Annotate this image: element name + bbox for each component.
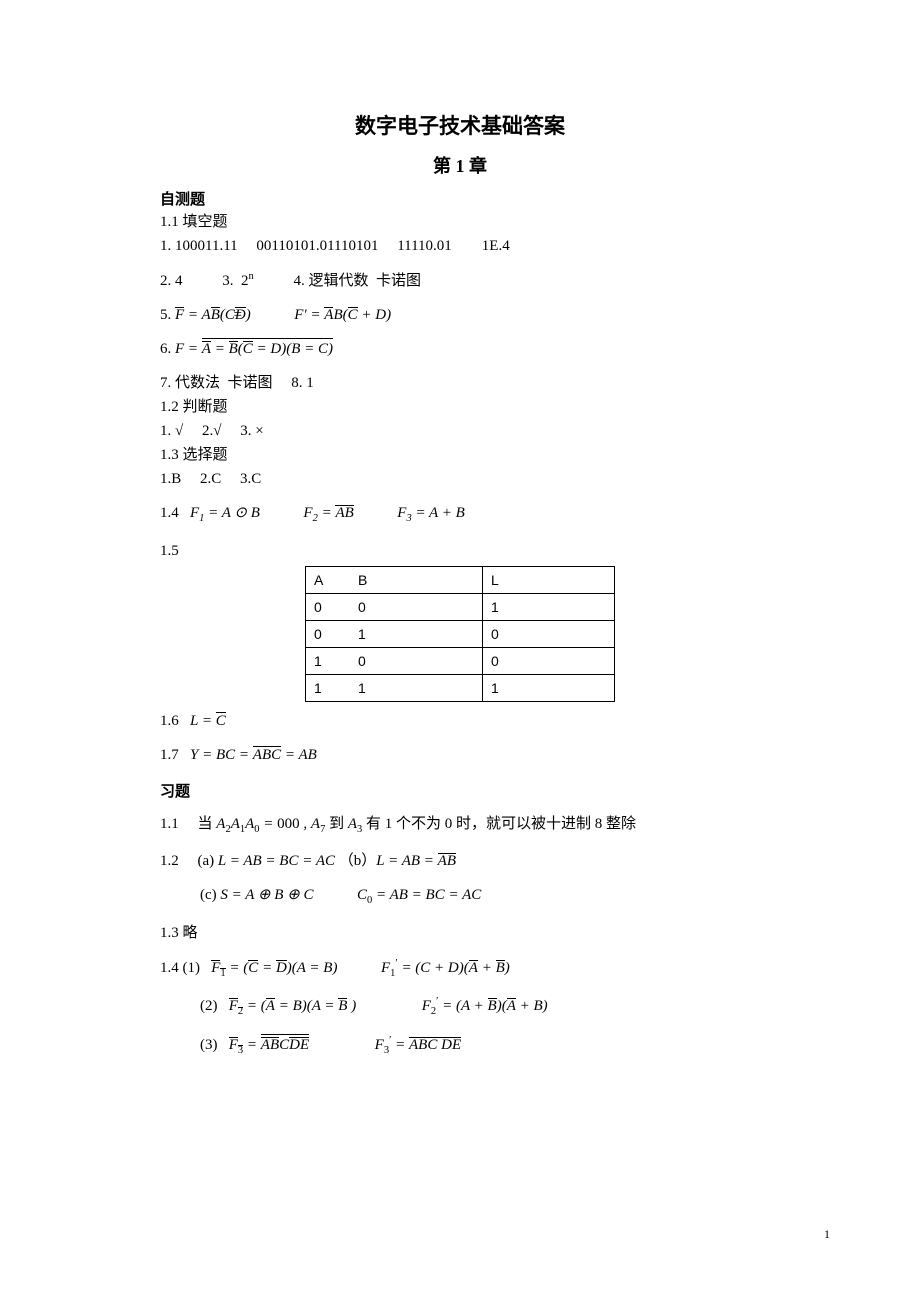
table-row: AB L	[306, 566, 615, 593]
s1-4: 1.4 F1 = A ⊙ B F2 = AB F3 = A + B	[160, 504, 760, 526]
q6-eq: =	[188, 341, 202, 357]
q6-a1: A	[202, 340, 211, 358]
q6-a4: C	[243, 340, 253, 358]
q5-r2c: C	[348, 306, 358, 324]
s1-1-q6: 6. F = A = B(C = D)(B = C)	[160, 340, 760, 358]
q2b-sup: n	[249, 271, 254, 282]
table-row: 010	[306, 620, 615, 647]
q6-lead: 6.	[160, 341, 175, 357]
page-number: 1	[824, 1227, 830, 1242]
q2c: 4. 逻辑代数 卡诺图	[294, 273, 422, 289]
s1-2-q: 1. √ 2.√ 3. ×	[160, 422, 760, 440]
s1-1-q5: 5. F = AB(C = D) F′ = AB(C + D)	[160, 306, 760, 324]
q5-r1a: A	[202, 307, 211, 323]
section-exercises: 习题	[160, 780, 760, 801]
e1-1: 1.1 当 A2A1A0 = 000 , A7 到 A3 有 1 个不为 0 时…	[160, 815, 760, 837]
s1-1-q7: 7. 代数法 卡诺图 8. 1	[160, 374, 760, 392]
truth-table: AB L 001 010 100 111	[305, 566, 615, 702]
q2a: 2. 4	[160, 273, 183, 289]
q6-a6: C)	[318, 341, 333, 357]
e1-4-3: (3) F3 = ABCDE F3′ = ABC DE	[160, 1035, 760, 1058]
q6-a2: B	[229, 340, 238, 358]
s1-4-lead: 1.4	[160, 505, 190, 521]
q6-a5: D)(B	[270, 341, 300, 357]
s1-7: 1.7 Y = BC = ABC = AB	[160, 746, 760, 764]
e1-4-2: (2) F2 = (A = B)(A = B ) F2′ = (A + B)(A…	[160, 996, 760, 1019]
q5-r1d: D	[235, 306, 246, 324]
q2b: 3. 2	[222, 273, 248, 289]
q5-r2a: A	[324, 306, 333, 324]
s1-1-q2: 2. 4 3. 2n 4. 逻辑代数 卡诺图	[160, 271, 760, 290]
s1-6: 1.6 L = C	[160, 712, 760, 730]
section-selftest: 自测题	[160, 188, 760, 209]
q5-lead: 5.	[160, 307, 175, 323]
s1-3-q: 1.B 2.C 3.C	[160, 470, 760, 488]
table-row: 001	[306, 593, 615, 620]
q5-r2d: + D)	[358, 307, 391, 323]
q5-r2-pre: F′ =	[294, 307, 324, 323]
q5-r2b: B(	[333, 307, 347, 323]
s1-5: 1.5	[160, 542, 760, 560]
doc-title: 数字电子技术基础答案	[160, 110, 760, 140]
e1-3: 1.3 略	[160, 924, 760, 942]
s1-1-head: 1.1 填空题	[160, 213, 760, 231]
e1-2c: (c) S = A ⊕ B ⊕ C C0 = AB = BC = AC	[160, 886, 760, 908]
q5-r1c: (C	[220, 307, 235, 323]
s1-1-q1: 1. 100011.11 00110101.01110101 11110.01 …	[160, 237, 760, 255]
q6-F: F	[175, 341, 184, 357]
s1-3-head: 1.3 选择题	[160, 446, 760, 464]
chapter-title: 第 1 章	[160, 152, 760, 178]
table-row: 111	[306, 674, 615, 701]
s1-2-head: 1.2 判断题	[160, 398, 760, 416]
e1-4-1: 1.4 (1) F1 = (C = D)(A = B) F1′ = (C + D…	[160, 958, 760, 981]
q5-r1e: )	[246, 307, 251, 323]
page: 数字电子技术基础答案 第 1 章 自测题 1.1 填空题 1. 100011.1…	[0, 0, 920, 1302]
e1-2ab: 1.2 (a) L = AB = BC = AC （b）L = AB = AB	[160, 852, 760, 870]
q5-eq: =	[188, 307, 202, 323]
table-row: 100	[306, 647, 615, 674]
q5-F: F	[175, 306, 184, 324]
q5-r1b: B	[211, 306, 220, 324]
